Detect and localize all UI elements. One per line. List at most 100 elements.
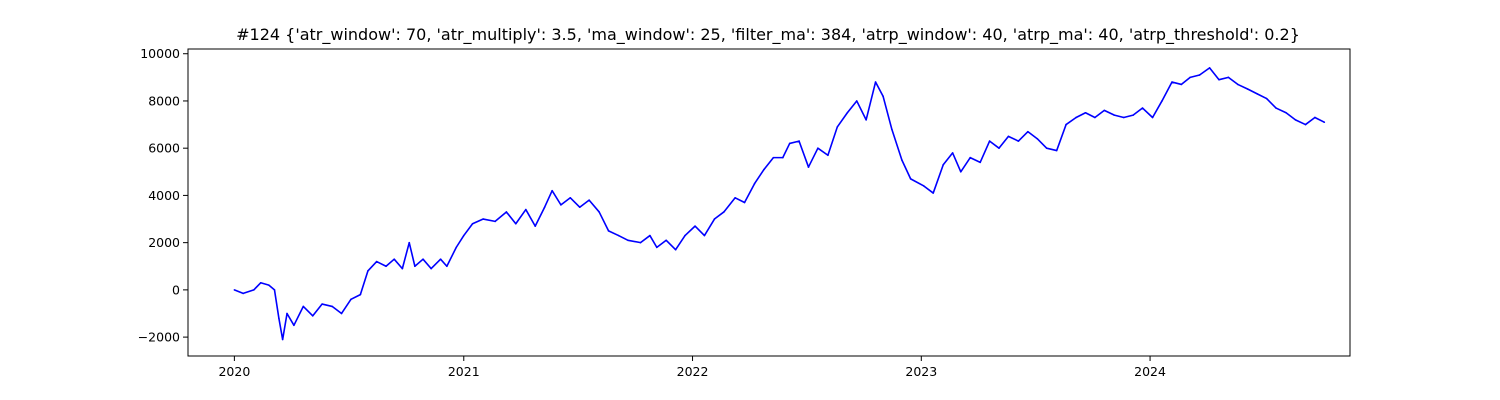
data-point — [988, 140, 991, 142]
data-point — [649, 234, 651, 237]
data-point — [259, 281, 262, 284]
data-point — [807, 166, 810, 168]
data-point — [1294, 119, 1297, 121]
data-point — [1285, 111, 1287, 114]
data-point — [1314, 116, 1316, 119]
data-point — [1027, 130, 1029, 133]
x-tick-label: 2022 — [677, 364, 709, 379]
data-point — [1161, 100, 1163, 102]
data-point — [713, 218, 716, 220]
data-point — [1265, 97, 1268, 100]
data-point — [909, 178, 912, 180]
data-point — [1122, 116, 1125, 119]
data-point — [514, 222, 517, 225]
data-point — [293, 324, 295, 327]
data-point — [598, 211, 600, 213]
data-point — [408, 241, 411, 244]
data-point — [1237, 83, 1239, 86]
data-point — [350, 298, 352, 301]
data-point — [1132, 114, 1134, 116]
data-point — [401, 267, 404, 270]
data-point — [674, 248, 677, 251]
data-point — [588, 199, 590, 201]
data-point — [534, 225, 537, 227]
data-point — [455, 246, 458, 249]
data-point — [617, 234, 620, 237]
data-point — [1247, 88, 1249, 90]
data-point — [1141, 107, 1144, 109]
data-point — [846, 111, 849, 114]
data-point — [281, 338, 284, 341]
data-point — [1256, 93, 1259, 95]
data-point — [1065, 123, 1067, 126]
data-point — [1151, 116, 1154, 119]
data-point — [998, 147, 1000, 149]
data-point — [340, 312, 343, 315]
data-point — [543, 206, 546, 209]
x-tick-label: 2021 — [448, 364, 480, 379]
data-point — [302, 305, 305, 308]
y-tick-label: 0 — [172, 282, 180, 297]
data-point — [1075, 116, 1077, 119]
data-point — [311, 315, 314, 317]
data-point — [874, 81, 877, 83]
data-point — [578, 206, 581, 209]
data-point — [422, 258, 424, 260]
data-point — [482, 218, 485, 220]
data-point — [414, 265, 416, 268]
data-point — [1036, 137, 1039, 140]
data-point — [1218, 78, 1220, 81]
data-point — [694, 225, 696, 227]
data-point — [462, 234, 465, 237]
data-point — [932, 192, 935, 194]
data-point — [1171, 81, 1173, 83]
x-axis: 2020 2021 2022 2023 2024 — [218, 356, 1166, 379]
data-point — [525, 208, 527, 211]
data-point — [439, 258, 442, 260]
y-tick-label: −2000 — [138, 330, 180, 345]
data-point — [560, 204, 562, 206]
data-point — [1180, 83, 1183, 86]
data-point — [817, 147, 819, 149]
data-point — [1017, 140, 1020, 142]
data-point — [1103, 109, 1106, 112]
data-point — [1094, 116, 1096, 119]
data-point — [969, 156, 971, 159]
data-point — [1007, 135, 1010, 138]
data-point — [569, 196, 572, 199]
x-tick-label: 2024 — [1134, 364, 1166, 379]
x-tick-label: 2023 — [905, 364, 937, 379]
y-axis: 10000 8000 6000 4000 2000 0 −2000 — [138, 46, 188, 345]
data-point — [923, 185, 925, 187]
data-point — [367, 270, 369, 272]
data-point — [723, 211, 725, 213]
data-point — [627, 239, 629, 242]
data-point — [639, 241, 642, 244]
data-point — [703, 234, 706, 237]
plot-area-frame — [187, 48, 1351, 357]
data-point — [891, 128, 893, 131]
data-point — [607, 230, 610, 232]
data-point — [393, 258, 396, 260]
data-point — [855, 100, 858, 102]
data-point — [385, 265, 387, 268]
data-point — [1055, 149, 1058, 152]
data-point — [1208, 67, 1211, 69]
y-tick-label: 6000 — [148, 141, 180, 156]
data-point — [1084, 111, 1087, 114]
data-point — [781, 156, 784, 159]
data-point — [743, 201, 746, 204]
data-point — [1189, 76, 1191, 79]
data-point — [551, 189, 553, 192]
data-point — [321, 303, 323, 305]
data-point — [772, 156, 775, 159]
data-point — [494, 220, 496, 223]
data-point — [1275, 107, 1277, 109]
y-tick-label: 2000 — [148, 235, 180, 250]
data-point — [1045, 147, 1048, 149]
data-point — [268, 284, 270, 286]
data-point — [233, 289, 236, 291]
y-tick-label: 8000 — [148, 93, 180, 108]
data-point — [865, 119, 867, 121]
